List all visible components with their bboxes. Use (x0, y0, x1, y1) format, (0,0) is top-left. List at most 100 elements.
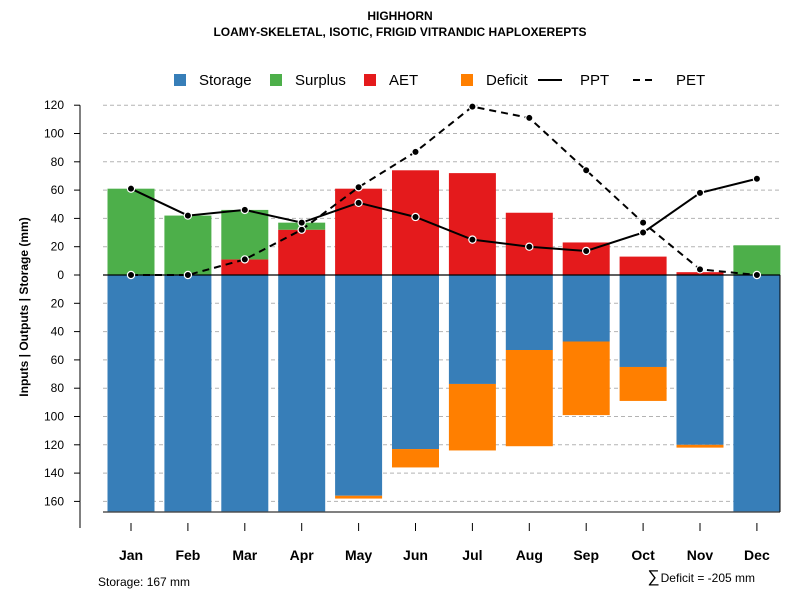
aet-bar-mar (221, 259, 269, 275)
y-tick-label: 0 (57, 268, 64, 282)
series-lines (126, 102, 762, 280)
deficit-bar-may (335, 495, 383, 499)
ppt-point-mar (240, 205, 249, 215)
storage-bar-oct (619, 275, 667, 367)
storage-bar-sep (562, 275, 610, 342)
x-tick-label-jul: Jul (462, 547, 482, 563)
legend-label-deficit: Deficit (486, 72, 529, 89)
legend-swatch-aet (364, 74, 376, 86)
pet-point-may (354, 183, 363, 192)
y-tick-label: 40 (51, 325, 65, 339)
storage-bar-dec (733, 275, 781, 512)
y-tick-label: 60 (51, 183, 65, 197)
deficit-bar-sep (562, 341, 610, 416)
x-tick-label-nov: Nov (687, 547, 714, 563)
surplus-bar-jan (107, 188, 155, 275)
storage-summary: Storage: 167 mm (98, 575, 190, 589)
surplus-bar-dec (733, 245, 781, 275)
x-tick-label-oct: Oct (631, 547, 655, 563)
y-tick-label: 20 (51, 240, 65, 254)
ppt-point-oct (638, 228, 648, 237)
surplus-bar-feb (164, 215, 212, 275)
aet-bar-apr (278, 229, 326, 275)
y-tick-label: 80 (51, 381, 65, 395)
deficit-bar-oct (619, 366, 667, 401)
aet-bar-oct (619, 256, 667, 275)
legend-label-aet: AET (389, 72, 418, 89)
pet-point-jun (411, 147, 420, 157)
pet-point-jan (126, 270, 136, 280)
storage-bar-jun (392, 275, 439, 450)
pet-point-apr (297, 225, 306, 234)
deficit-bar-jun (392, 449, 439, 468)
legend-label-ppt: PPT (580, 72, 609, 89)
x-tick-label-feb: Feb (175, 547, 200, 563)
y-tick-label: 100 (44, 410, 64, 424)
axes: 120 100 80 60 40 20 0 20 40 60 80 100 120 140 160 Jan Fe… (44, 98, 770, 563)
deficit-bar-aug (505, 349, 553, 447)
y-tick-label: 120 (44, 98, 64, 112)
aet-bar-nov (676, 272, 724, 275)
ppt-point-jan (126, 184, 136, 193)
legend-label-storage: Storage (199, 72, 252, 89)
legend-label-surplus: Surplus (295, 72, 346, 89)
ppt-point-may (354, 198, 363, 208)
y-tick-label: 160 (44, 494, 64, 508)
storage-bar-aug (505, 275, 553, 350)
deficit-summary: ∑Deficit = -205 mm (648, 567, 755, 586)
legend: Storage Surplus AET Deficit PPT PET (174, 72, 705, 89)
deficit-summary-text: Deficit = -205 mm (661, 571, 755, 585)
pet-point-oct (638, 218, 648, 227)
x-tick-label-apr: Apr (290, 547, 315, 563)
x-tick-label-jan: Jan (119, 547, 143, 563)
y-tick-label: 120 (44, 438, 64, 452)
storage-bar-jan (107, 275, 155, 512)
surplus-bar-mar (221, 209, 269, 260)
pet-point-dec (752, 270, 762, 280)
ppt-point-sep (582, 246, 591, 256)
ppt-point-feb (183, 211, 193, 220)
y-tick-label: 40 (51, 211, 65, 225)
legend-label-pet: PET (676, 72, 705, 89)
storage-bar-may (335, 275, 383, 496)
deficit-bar-jul (448, 383, 496, 451)
storage-bar-apr (278, 275, 326, 512)
y-tick-label: 140 (44, 466, 64, 480)
aet-bar-jul (448, 173, 496, 275)
pet-point-sep (582, 166, 591, 175)
legend-swatch-storage (174, 74, 186, 86)
x-tick-label-may: May (345, 547, 372, 563)
pet-line (131, 105, 757, 276)
y-tick-label: 100 (44, 127, 64, 141)
y-tick-label: 20 (51, 296, 65, 310)
bars (103, 170, 781, 513)
ppt-point-dec (752, 174, 762, 183)
pet-point-mar (240, 255, 249, 264)
y-tick-label: 60 (51, 353, 65, 367)
x-tick-label-aug: Aug (516, 547, 543, 563)
y-tick-label: 80 (51, 155, 65, 169)
x-tick-label-mar: Mar (232, 547, 257, 563)
sum-symbol: ∑ (648, 567, 660, 586)
storage-bar-nov (676, 275, 724, 445)
ppt-point-aug (525, 242, 534, 251)
chart-title: HIGHHORN (367, 9, 432, 23)
legend-swatch-surplus (270, 74, 282, 86)
storage-bar-jul (448, 275, 496, 384)
x-tick-label-dec: Dec (744, 547, 770, 563)
pet-point-aug (525, 113, 534, 123)
pet-point-jul (468, 102, 477, 111)
pet-point-nov (695, 265, 705, 274)
gridlines (103, 104, 780, 502)
legend-swatch-deficit (461, 74, 473, 86)
ppt-point-nov (695, 188, 705, 198)
ppt-point-apr (297, 218, 306, 227)
storage-bar-mar (221, 275, 269, 512)
ppt-point-jun (411, 212, 420, 222)
storage-bar-feb (164, 275, 212, 512)
ppt-point-jul (468, 235, 477, 244)
y-axis-label: Inputs | Outputs | Storage (mm) (17, 217, 31, 396)
chart-subtitle: LOAMY-SKELETAL, ISOTIC, FRIGID VITRANDIC… (213, 25, 586, 39)
deficit-bar-nov (676, 444, 724, 448)
